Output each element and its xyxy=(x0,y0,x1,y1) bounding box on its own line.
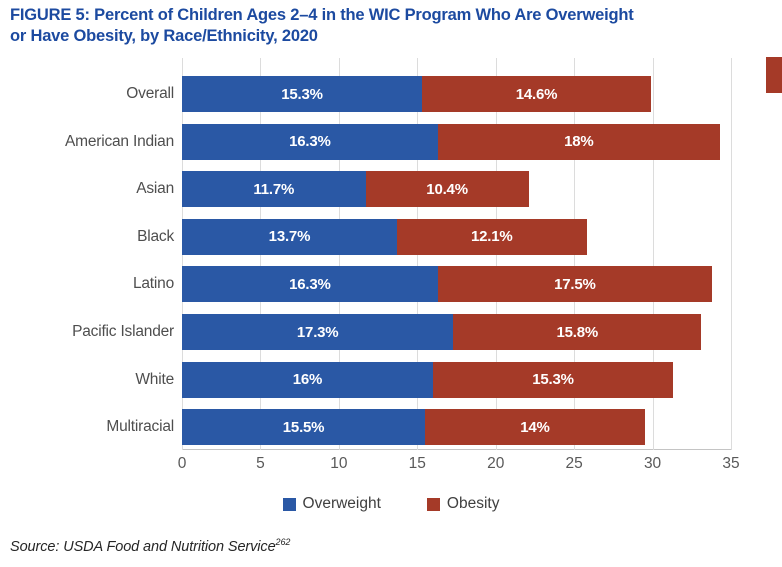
legend-label-overweight: Overweight xyxy=(302,495,381,512)
bar-segment-obesity-overall: 14.6% xyxy=(421,76,651,112)
x-tick-label-25: 25 xyxy=(565,455,583,472)
bar-segment-obesity-latino: 17.5% xyxy=(437,266,713,303)
bar-row-latino: 16.3% 17.5% xyxy=(182,266,731,303)
category-label-asian: Asian xyxy=(136,180,174,198)
bar-value-label: 13.7% xyxy=(268,228,311,246)
bar-value-label: 16.3% xyxy=(289,275,331,293)
bar-value-label: 17.3% xyxy=(296,323,339,341)
bar-segment-obesity-pacific-islander: 15.8% xyxy=(453,314,702,350)
figure-title-line-1: FIGURE 5: Percent of Children Ages 2–4 i… xyxy=(10,6,634,24)
x-tick-label-15: 15 xyxy=(408,455,426,472)
bar-row-multiracial: 15.5% 14% xyxy=(182,409,731,446)
bar-segment-overweight-multiracial: 15.5% xyxy=(182,409,426,446)
x-tick-label-10: 10 xyxy=(330,455,348,472)
category-label-latino: Latino xyxy=(132,275,174,293)
x-tick-label-30: 30 xyxy=(643,455,662,472)
source-text: Source: USDA Food and Nutrition Service xyxy=(10,538,276,555)
bar-segment-overweight-american-indian: 16.3% xyxy=(182,123,438,160)
bar-segment-overweight-latino: 16.3% xyxy=(182,266,438,303)
chart-legend: Overweight Obesity xyxy=(0,495,782,513)
x-tick-label-35: 35 xyxy=(722,455,740,472)
x-tick-label-5: 5 xyxy=(256,455,265,472)
bar-value-label: 16.3% xyxy=(289,133,331,151)
category-label-white: White xyxy=(135,370,174,388)
x-tick-label-20: 20 xyxy=(487,455,505,472)
x-axis-tick-labels: 0 5 10 15 20 25 30 35 xyxy=(178,455,740,475)
bar-row-asian: 11.7% 10.4% xyxy=(182,171,731,208)
bar-value-label: 15.3% xyxy=(532,371,574,389)
bar-segment-obesity-black: 12.1% xyxy=(396,218,587,255)
figure-title-line-2: or Have Obesity, by Race/Ethnicity, 2020 xyxy=(10,27,318,45)
x-tick-label-0: 0 xyxy=(177,455,187,472)
bar-value-label: 15.8% xyxy=(556,323,599,341)
category-label-overall: Overall xyxy=(126,85,174,102)
bar-segment-obesity-american-indian: 18% xyxy=(437,123,720,160)
category-label-multiracial: Multiracial xyxy=(106,418,174,436)
overweight-swatch-icon xyxy=(282,497,296,511)
bar-value-label: 15.3% xyxy=(281,85,323,103)
obesity-swatch-icon xyxy=(426,497,440,511)
bar-row-white: 16% 15.3% xyxy=(182,361,731,398)
gridline-35 xyxy=(731,58,732,450)
legend-item-obesity: Obesity xyxy=(426,495,500,513)
category-label-pacific-islander: Pacific Islander xyxy=(72,323,174,340)
legend-item-overweight: Overweight xyxy=(282,495,381,513)
figure-title: FIGURE 5: Percent of Children Ages 2–4 i… xyxy=(10,5,634,47)
bar-row-black: 13.7% 12.1% xyxy=(182,218,731,255)
bar-segment-overweight-white: 16% xyxy=(182,361,433,398)
bar-segment-overweight-asian: 11.7% xyxy=(182,171,366,208)
gridline-30 xyxy=(652,58,654,450)
legend-label-obesity: Obesity xyxy=(446,495,500,512)
category-label-black: Black xyxy=(137,227,174,245)
bar-value-label: 17.5% xyxy=(554,275,596,293)
bar-value-label: 18% xyxy=(564,133,594,151)
source-footnote-number: 262 xyxy=(275,537,291,547)
bar-value-label: 15.5% xyxy=(282,418,325,436)
clipped-adjacent-bar-fragment xyxy=(766,57,782,93)
bar-segment-obesity-asian: 10.4% xyxy=(365,171,529,208)
bar-row-overall: 15.3% 14.6% xyxy=(182,76,731,112)
bar-value-label: 16% xyxy=(292,371,323,389)
bar-value-label: 14.6% xyxy=(515,85,558,103)
bar-row-pacific-islander: 17.3% 15.8% xyxy=(182,314,731,350)
bar-segment-overweight-black: 13.7% xyxy=(182,218,397,255)
bar-segment-obesity-multiracial: 14% xyxy=(425,409,645,446)
bar-value-label: 14% xyxy=(520,418,550,436)
category-label-american-indian: American Indian xyxy=(64,132,174,150)
bar-value-label: 11.7% xyxy=(253,180,295,198)
category-axis-labels: Overall American Indian Asian Black Latino Pa… xyxy=(0,58,174,450)
x-axis-line xyxy=(182,449,731,450)
bar-value-label: 12.1% xyxy=(471,228,513,246)
plot-area: 15.3% 14.6% 16.3% 18% 11.7% 10.4% 13.7% 12.1% 16… xyxy=(182,58,732,450)
bar-value-label: 10.4% xyxy=(426,180,468,198)
bar-segment-overweight-pacific-islander: 17.3% xyxy=(182,314,454,350)
bar-row-american-indian: 16.3% 18% xyxy=(182,123,731,160)
bar-segment-obesity-white: 15.3% xyxy=(432,361,673,398)
bar-segment-overweight-overall: 15.3% xyxy=(182,76,422,112)
source-citation: Source: USDA Food and Nutrition Service2… xyxy=(10,537,290,555)
